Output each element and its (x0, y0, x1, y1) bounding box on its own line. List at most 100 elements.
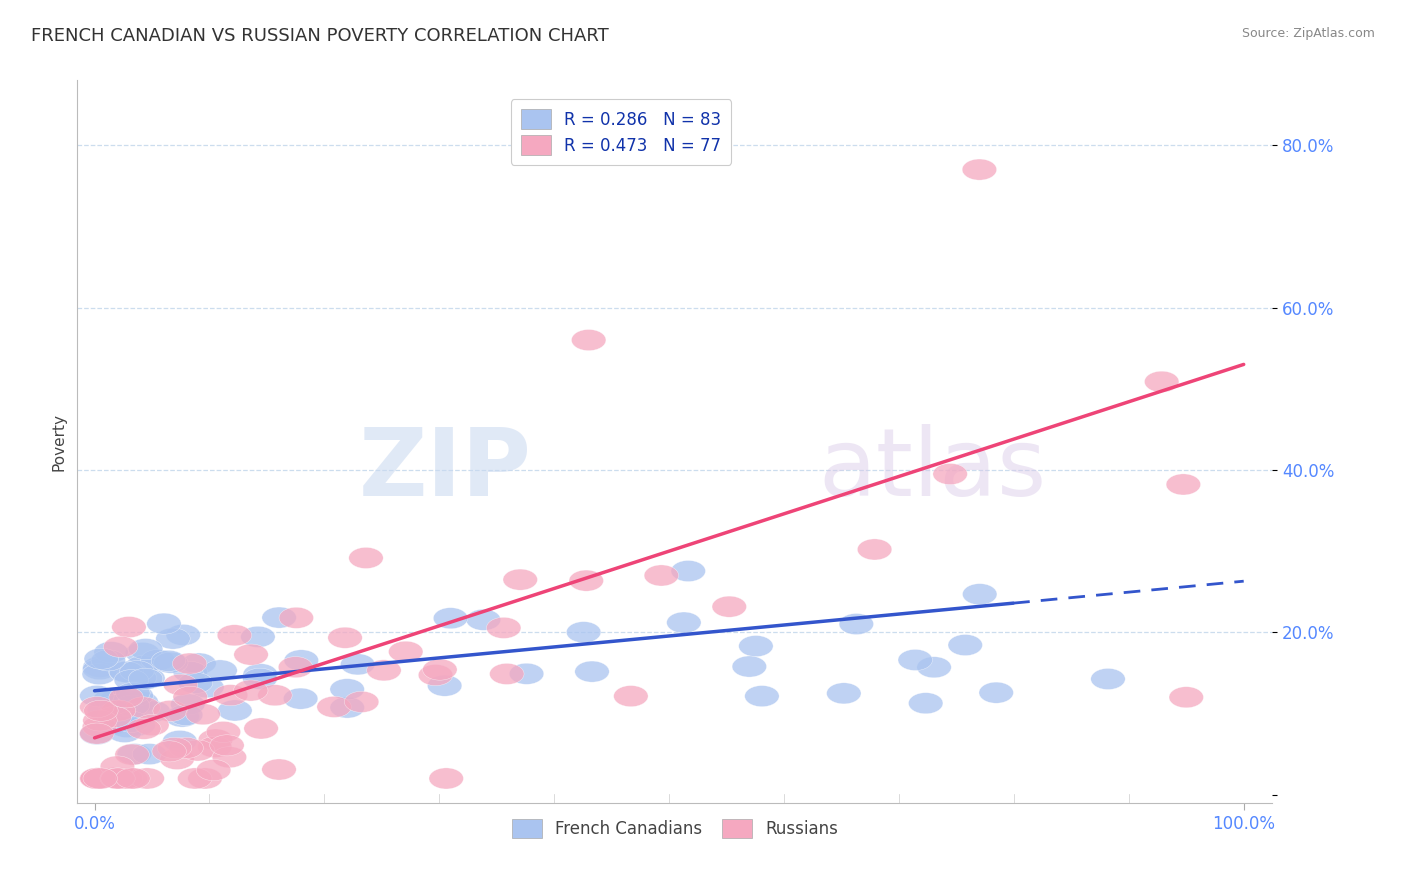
Ellipse shape (1166, 474, 1201, 495)
Ellipse shape (644, 565, 679, 586)
Ellipse shape (153, 652, 188, 673)
Ellipse shape (240, 626, 276, 648)
Ellipse shape (839, 614, 873, 634)
Ellipse shape (156, 628, 190, 649)
Ellipse shape (567, 622, 600, 643)
Ellipse shape (858, 539, 891, 560)
Ellipse shape (125, 642, 160, 664)
Ellipse shape (177, 768, 212, 789)
Ellipse shape (328, 627, 363, 648)
Ellipse shape (80, 685, 114, 706)
Ellipse shape (101, 768, 135, 789)
Ellipse shape (503, 569, 537, 591)
Ellipse shape (104, 636, 138, 657)
Ellipse shape (278, 607, 314, 628)
Legend: French Canadians, Russians: French Canadians, Russians (505, 813, 845, 845)
Ellipse shape (101, 700, 135, 721)
Ellipse shape (103, 694, 138, 715)
Ellipse shape (120, 693, 153, 714)
Ellipse shape (117, 744, 152, 764)
Ellipse shape (110, 661, 143, 682)
Ellipse shape (114, 670, 149, 690)
Ellipse shape (827, 682, 860, 704)
Ellipse shape (217, 624, 252, 646)
Ellipse shape (429, 768, 464, 789)
Ellipse shape (124, 691, 159, 713)
Ellipse shape (197, 737, 232, 757)
Ellipse shape (100, 756, 135, 777)
Ellipse shape (146, 613, 181, 634)
Ellipse shape (202, 660, 238, 681)
Ellipse shape (571, 329, 606, 351)
Ellipse shape (152, 740, 187, 762)
Ellipse shape (153, 700, 187, 722)
Ellipse shape (257, 685, 292, 706)
Ellipse shape (284, 649, 319, 671)
Ellipse shape (115, 768, 150, 789)
Ellipse shape (125, 656, 159, 677)
Ellipse shape (94, 641, 128, 663)
Ellipse shape (509, 664, 544, 684)
Ellipse shape (111, 616, 146, 638)
Ellipse shape (711, 596, 747, 617)
Ellipse shape (179, 673, 212, 693)
Ellipse shape (898, 649, 932, 671)
Ellipse shape (169, 738, 204, 758)
Ellipse shape (105, 768, 141, 789)
Ellipse shape (135, 714, 169, 736)
Ellipse shape (166, 624, 201, 646)
Ellipse shape (214, 685, 247, 706)
Ellipse shape (180, 740, 215, 761)
Ellipse shape (170, 694, 205, 714)
Ellipse shape (388, 641, 423, 662)
Ellipse shape (80, 768, 114, 789)
Ellipse shape (948, 634, 983, 656)
Ellipse shape (112, 768, 148, 789)
Ellipse shape (128, 639, 163, 659)
Ellipse shape (111, 701, 145, 722)
Ellipse shape (181, 653, 217, 674)
Ellipse shape (419, 665, 453, 686)
Ellipse shape (344, 691, 378, 713)
Ellipse shape (979, 682, 1014, 703)
Ellipse shape (1144, 371, 1180, 392)
Ellipse shape (128, 668, 163, 690)
Ellipse shape (198, 729, 233, 750)
Ellipse shape (423, 659, 457, 681)
Text: atlas: atlas (818, 425, 1046, 516)
Ellipse shape (212, 747, 246, 768)
Ellipse shape (84, 700, 118, 722)
Ellipse shape (152, 650, 186, 672)
Ellipse shape (100, 767, 134, 789)
Ellipse shape (83, 710, 117, 731)
Ellipse shape (467, 609, 501, 631)
Ellipse shape (745, 686, 779, 706)
Ellipse shape (486, 617, 522, 639)
Ellipse shape (115, 682, 150, 704)
Ellipse shape (188, 768, 222, 789)
Ellipse shape (80, 768, 114, 789)
Ellipse shape (738, 635, 773, 657)
Ellipse shape (173, 686, 208, 707)
Ellipse shape (97, 706, 132, 728)
Ellipse shape (127, 718, 162, 739)
Ellipse shape (132, 744, 167, 764)
Ellipse shape (80, 723, 114, 744)
Ellipse shape (316, 697, 352, 717)
Ellipse shape (917, 657, 952, 678)
Ellipse shape (96, 714, 129, 735)
Ellipse shape (165, 706, 200, 727)
Ellipse shape (427, 675, 463, 697)
Ellipse shape (122, 667, 156, 689)
Ellipse shape (100, 695, 134, 715)
Ellipse shape (243, 718, 278, 739)
Ellipse shape (120, 685, 153, 706)
Ellipse shape (243, 668, 277, 690)
Ellipse shape (284, 688, 318, 709)
Ellipse shape (93, 690, 128, 710)
Ellipse shape (98, 690, 134, 711)
Ellipse shape (163, 674, 198, 695)
Ellipse shape (489, 664, 524, 684)
Ellipse shape (84, 648, 118, 669)
Ellipse shape (733, 656, 766, 677)
